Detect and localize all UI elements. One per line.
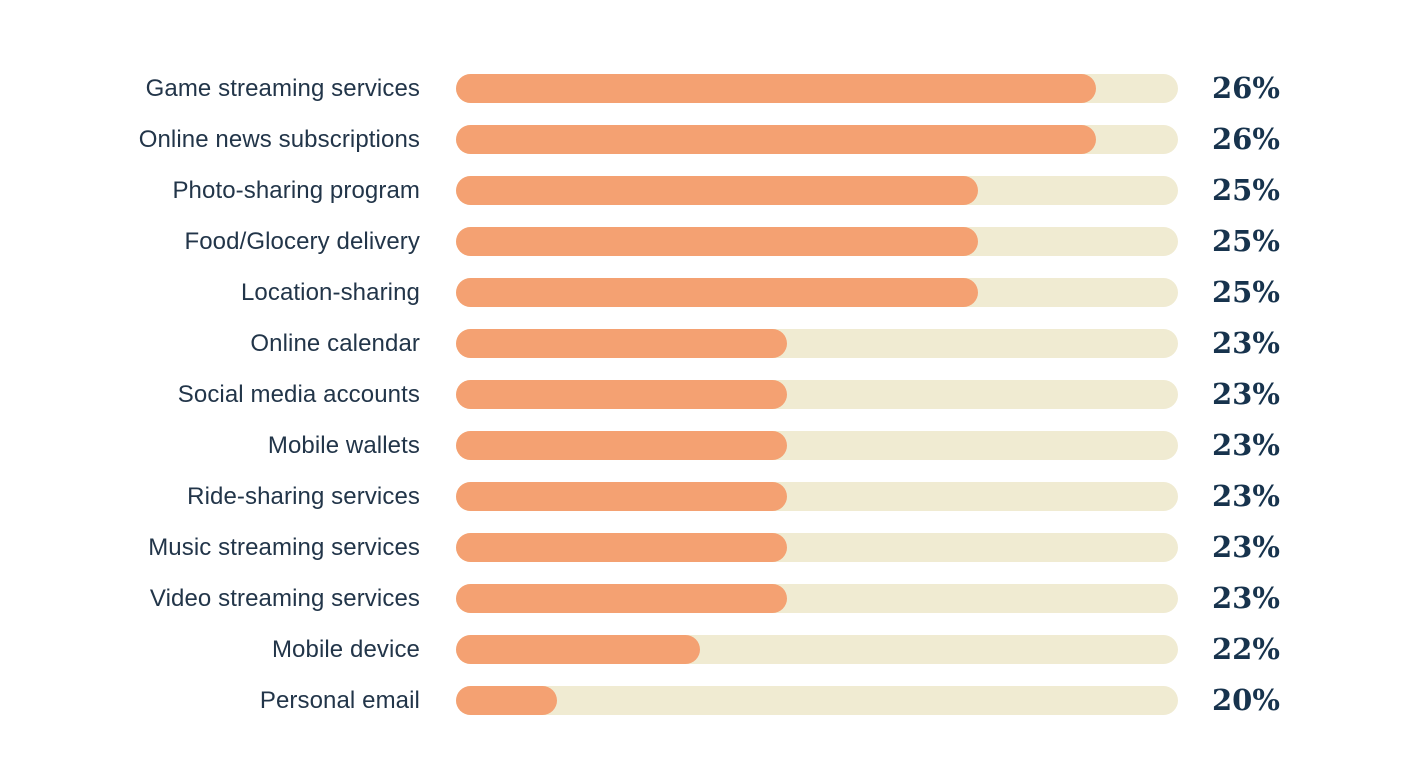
bar-track: [456, 329, 1178, 358]
chart-row: Online news subscriptions 26%: [130, 125, 1307, 154]
value-label: 23%: [1212, 479, 1280, 513]
bar-track: [456, 176, 1178, 205]
bar-fill: [456, 686, 558, 715]
category-label: Location-sharing: [240, 279, 420, 306]
value-label: 26%: [1212, 122, 1280, 156]
bar-track: [456, 584, 1178, 613]
value-label: 22%: [1212, 632, 1280, 666]
category-label: Mobile device: [271, 636, 420, 663]
bar-fill: [456, 278, 978, 307]
bar-track: [456, 278, 1178, 307]
bar-fill: [456, 329, 788, 358]
bar-track: [456, 74, 1178, 103]
value-label: 23%: [1212, 530, 1280, 564]
chart-row: Personal email 20%: [130, 686, 1307, 715]
category-label: Mobile wallets: [267, 432, 420, 459]
chart-row: Ride-sharing services 23%: [130, 482, 1307, 511]
value-label: 23%: [1212, 377, 1280, 411]
chart-row: Video streaming services 23%: [130, 584, 1307, 613]
bar-fill: [456, 380, 788, 409]
value-label: 23%: [1212, 326, 1280, 360]
chart-row: Location-sharing 25%: [130, 278, 1307, 307]
horizontal-bar-chart: Game streaming services 26% Online news su…: [130, 74, 1307, 737]
chart-row: Social media accounts 23%: [130, 380, 1307, 409]
value-label: 26%: [1212, 71, 1280, 105]
bar-fill: [456, 584, 788, 613]
category-label: Video streaming services: [149, 585, 420, 612]
category-label: Personal email: [259, 687, 420, 714]
category-label: Food/Glocery delivery: [184, 228, 420, 255]
chart-row: Photo-sharing program 25%: [130, 176, 1307, 205]
category-label: Ride-sharing services: [187, 483, 420, 510]
chart-row: Mobile wallets 23%: [130, 431, 1307, 460]
bar-track: [456, 482, 1178, 511]
category-label: Online news subscriptions: [138, 126, 420, 153]
value-label: 25%: [1212, 275, 1280, 309]
value-label: 25%: [1212, 173, 1280, 207]
value-label: 23%: [1212, 428, 1280, 462]
bar-track: [456, 227, 1178, 256]
bar-fill: [456, 635, 701, 664]
bar-fill: [456, 125, 1096, 154]
bar-track: [456, 635, 1178, 664]
bar-track: [456, 380, 1178, 409]
chart-row: Online calendar 23%: [130, 329, 1307, 358]
bar-fill: [456, 482, 788, 511]
category-label: Online calendar: [250, 330, 420, 357]
bar-fill: [456, 227, 978, 256]
category-label: Photo-sharing program: [172, 177, 420, 204]
chart-row: Music streaming services 23%: [130, 533, 1307, 562]
bar-fill: [456, 431, 788, 460]
bar-track: [456, 533, 1178, 562]
chart-row: Game streaming services 26%: [130, 74, 1307, 103]
bar-fill: [456, 176, 978, 205]
chart-row: Food/Glocery delivery 25%: [130, 227, 1307, 256]
category-label: Social media accounts: [177, 381, 420, 408]
chart-row: Mobile device 22%: [130, 635, 1307, 664]
bar-fill: [456, 533, 788, 562]
bar-track: [456, 431, 1178, 460]
value-label: 20%: [1212, 683, 1280, 717]
bar-fill: [456, 74, 1096, 103]
category-label: Music streaming services: [148, 534, 420, 561]
bar-track: [456, 686, 1178, 715]
value-label: 25%: [1212, 224, 1280, 258]
bar-track: [456, 125, 1178, 154]
value-label: 23%: [1212, 581, 1280, 615]
category-label: Game streaming services: [145, 75, 420, 102]
